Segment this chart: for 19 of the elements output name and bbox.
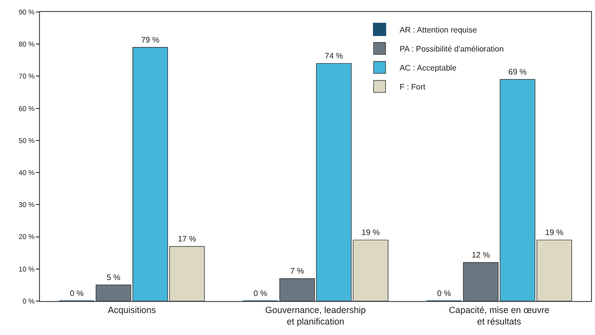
data-label: 79 %: [141, 35, 160, 44]
x-tick-label: Gouvernance, leadership et planification: [265, 304, 366, 326]
data-label: 0 %: [437, 289, 451, 298]
data-label: 0 %: [70, 289, 84, 298]
legend-label: AC : Acceptable: [400, 64, 458, 73]
data-label: 0 %: [254, 289, 268, 298]
data-label: 7 %: [290, 266, 304, 276]
data-label: 69 %: [508, 67, 527, 76]
data-label: 74 %: [324, 51, 343, 60]
legend-label: AR : Attention requise: [400, 26, 478, 35]
x-tick-label: Acquisitions: [108, 304, 156, 315]
legend-label: F : Fort: [400, 82, 426, 92]
data-label: 19 %: [361, 228, 380, 237]
data-label: 5 %: [106, 272, 120, 282]
data-label: 19 %: [545, 228, 564, 237]
legend-label: PA : Possibilité d'amélioration: [400, 44, 504, 54]
data-label: 12 %: [472, 250, 490, 260]
data-label: 17 %: [178, 234, 196, 244]
x-tick-label: Capacité, mise en œuvre et résultats: [448, 304, 550, 326]
